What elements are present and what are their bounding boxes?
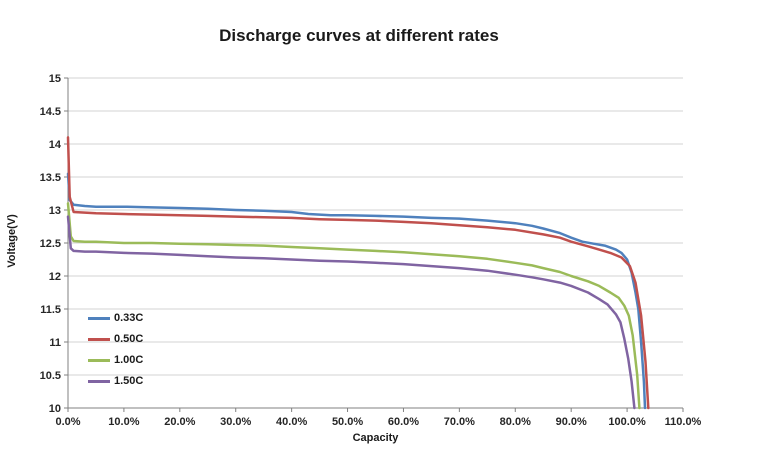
x-tick-label: 10.0% [108,416,139,428]
y-tick-label: 14 [49,139,62,151]
x-tick-label: 30.0% [220,416,251,428]
x-axis-title: Capacity [352,432,399,444]
legend-line-swatch [88,337,110,341]
x-tick-label: 110.0% [665,416,702,428]
legend-item-0.33C: 0.33C [88,312,143,324]
x-tick-label: 40.0% [276,416,307,428]
chart-legend: 0.33C 0.50C 1.00C 1.50C [88,312,143,387]
y-tick-label: 12 [49,271,61,283]
legend-label: 1.50C [114,375,144,387]
y-tick-label: 12.5 [40,238,61,250]
x-tick-label: 20.0% [164,416,195,428]
x-tick-label: 100.0% [608,416,646,428]
series-line-1.50C [66,215,636,410]
legend-label: 0.50C [114,333,144,345]
y-tick-label: 13 [49,205,61,217]
x-tick-label: 80.0% [500,416,531,428]
chart-title: Discharge curves at different rates [219,26,499,45]
legend-item-1.00C: 1.00C [88,354,143,366]
legend-item-1.50C: 1.50C [88,375,143,387]
legend-item-0.50C: 0.50C [88,333,143,345]
y-tick-label: 14.5 [40,106,61,118]
legend-label: 1.00C [114,354,144,366]
legend-label: 0.33C [114,312,144,324]
legend-line-swatch [88,379,110,383]
y-tick-label: 11 [49,337,61,349]
x-tick-label: 50.0% [332,416,363,428]
x-tick-label: 90.0% [556,416,587,428]
series-line-0.33C [66,172,647,410]
x-tick-label: 70.0% [444,416,475,428]
series-line-0.50C [66,136,650,410]
series-line-1.00C [66,202,641,410]
x-tick-label: 60.0% [388,416,419,428]
legend-line-swatch [88,358,110,362]
y-tick-label: 15 [49,73,61,85]
y-tick-label: 10.5 [40,370,61,382]
legend-line-swatch [88,316,110,320]
y-tick-label: 10 [49,403,61,415]
y-tick-label: 11.5 [40,304,61,316]
x-tick-label: 0.0% [55,416,80,428]
y-tick-label: 13.5 [40,172,61,184]
